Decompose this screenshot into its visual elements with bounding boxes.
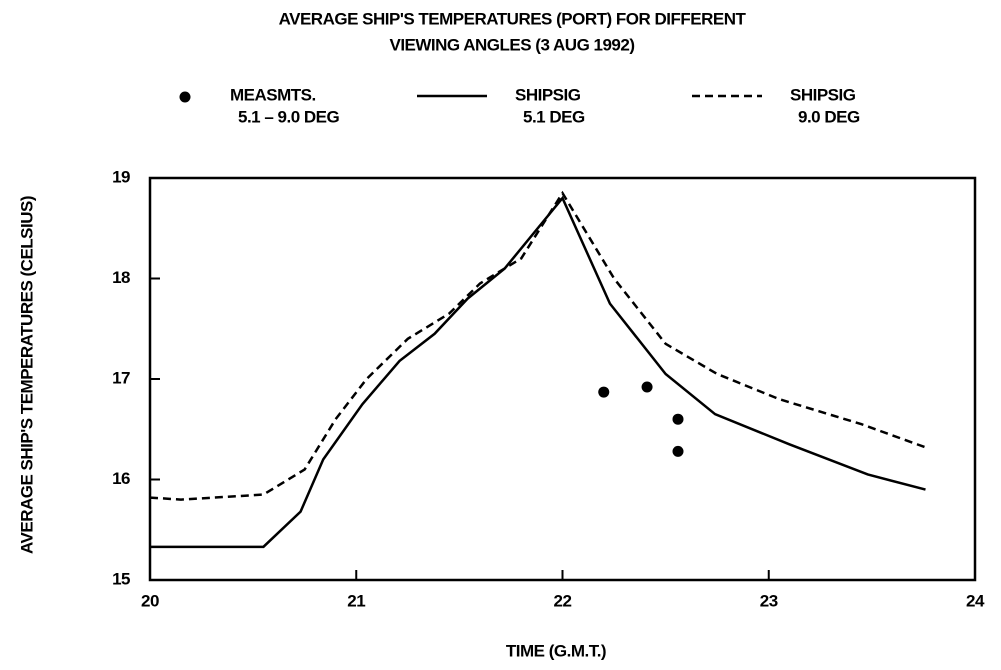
legend-label: MEASMTS. [230, 85, 316, 104]
series-line [150, 195, 926, 549]
y-tick-label: 18 [112, 268, 130, 287]
legend-label: 9.0 DEG [798, 107, 860, 126]
y-tick-label: 19 [112, 167, 130, 186]
legend-label: SHIPSIG [790, 85, 856, 104]
legend-label: SHIPSIG [515, 85, 581, 104]
plot-frame [148, 176, 977, 582]
scatter-point [598, 386, 610, 398]
chart-title: VIEWING ANGLES (3 AUG 1992) [389, 35, 634, 54]
legend-marker [179, 91, 191, 103]
x-tick-label: 24 [966, 591, 985, 610]
y-axis-label: AVERAGE SHIP'S TEMPERATURES (CELSIUS) [17, 196, 36, 554]
y-tick-label: 16 [112, 469, 130, 488]
x-tick-label: 23 [760, 591, 778, 610]
x-tick-label: 21 [347, 591, 365, 610]
chart-title: AVERAGE SHIP'S TEMPERATURES (PORT) FOR D… [279, 9, 747, 28]
y-tick-label: 17 [112, 368, 130, 387]
legend-label: 5.1 – 9.0 DEG [238, 107, 340, 126]
y-tick-label: 15 [112, 569, 130, 588]
legend-label: 5.1 DEG [523, 107, 585, 126]
x-axis-label: TIME (G.M.T.) [506, 641, 606, 660]
scatter-point [641, 381, 653, 393]
x-tick-label: 20 [141, 591, 159, 610]
scatter-point [672, 413, 684, 425]
series-line [149, 190, 926, 501]
x-tick-label: 22 [554, 591, 572, 610]
scatter-point [672, 445, 684, 457]
